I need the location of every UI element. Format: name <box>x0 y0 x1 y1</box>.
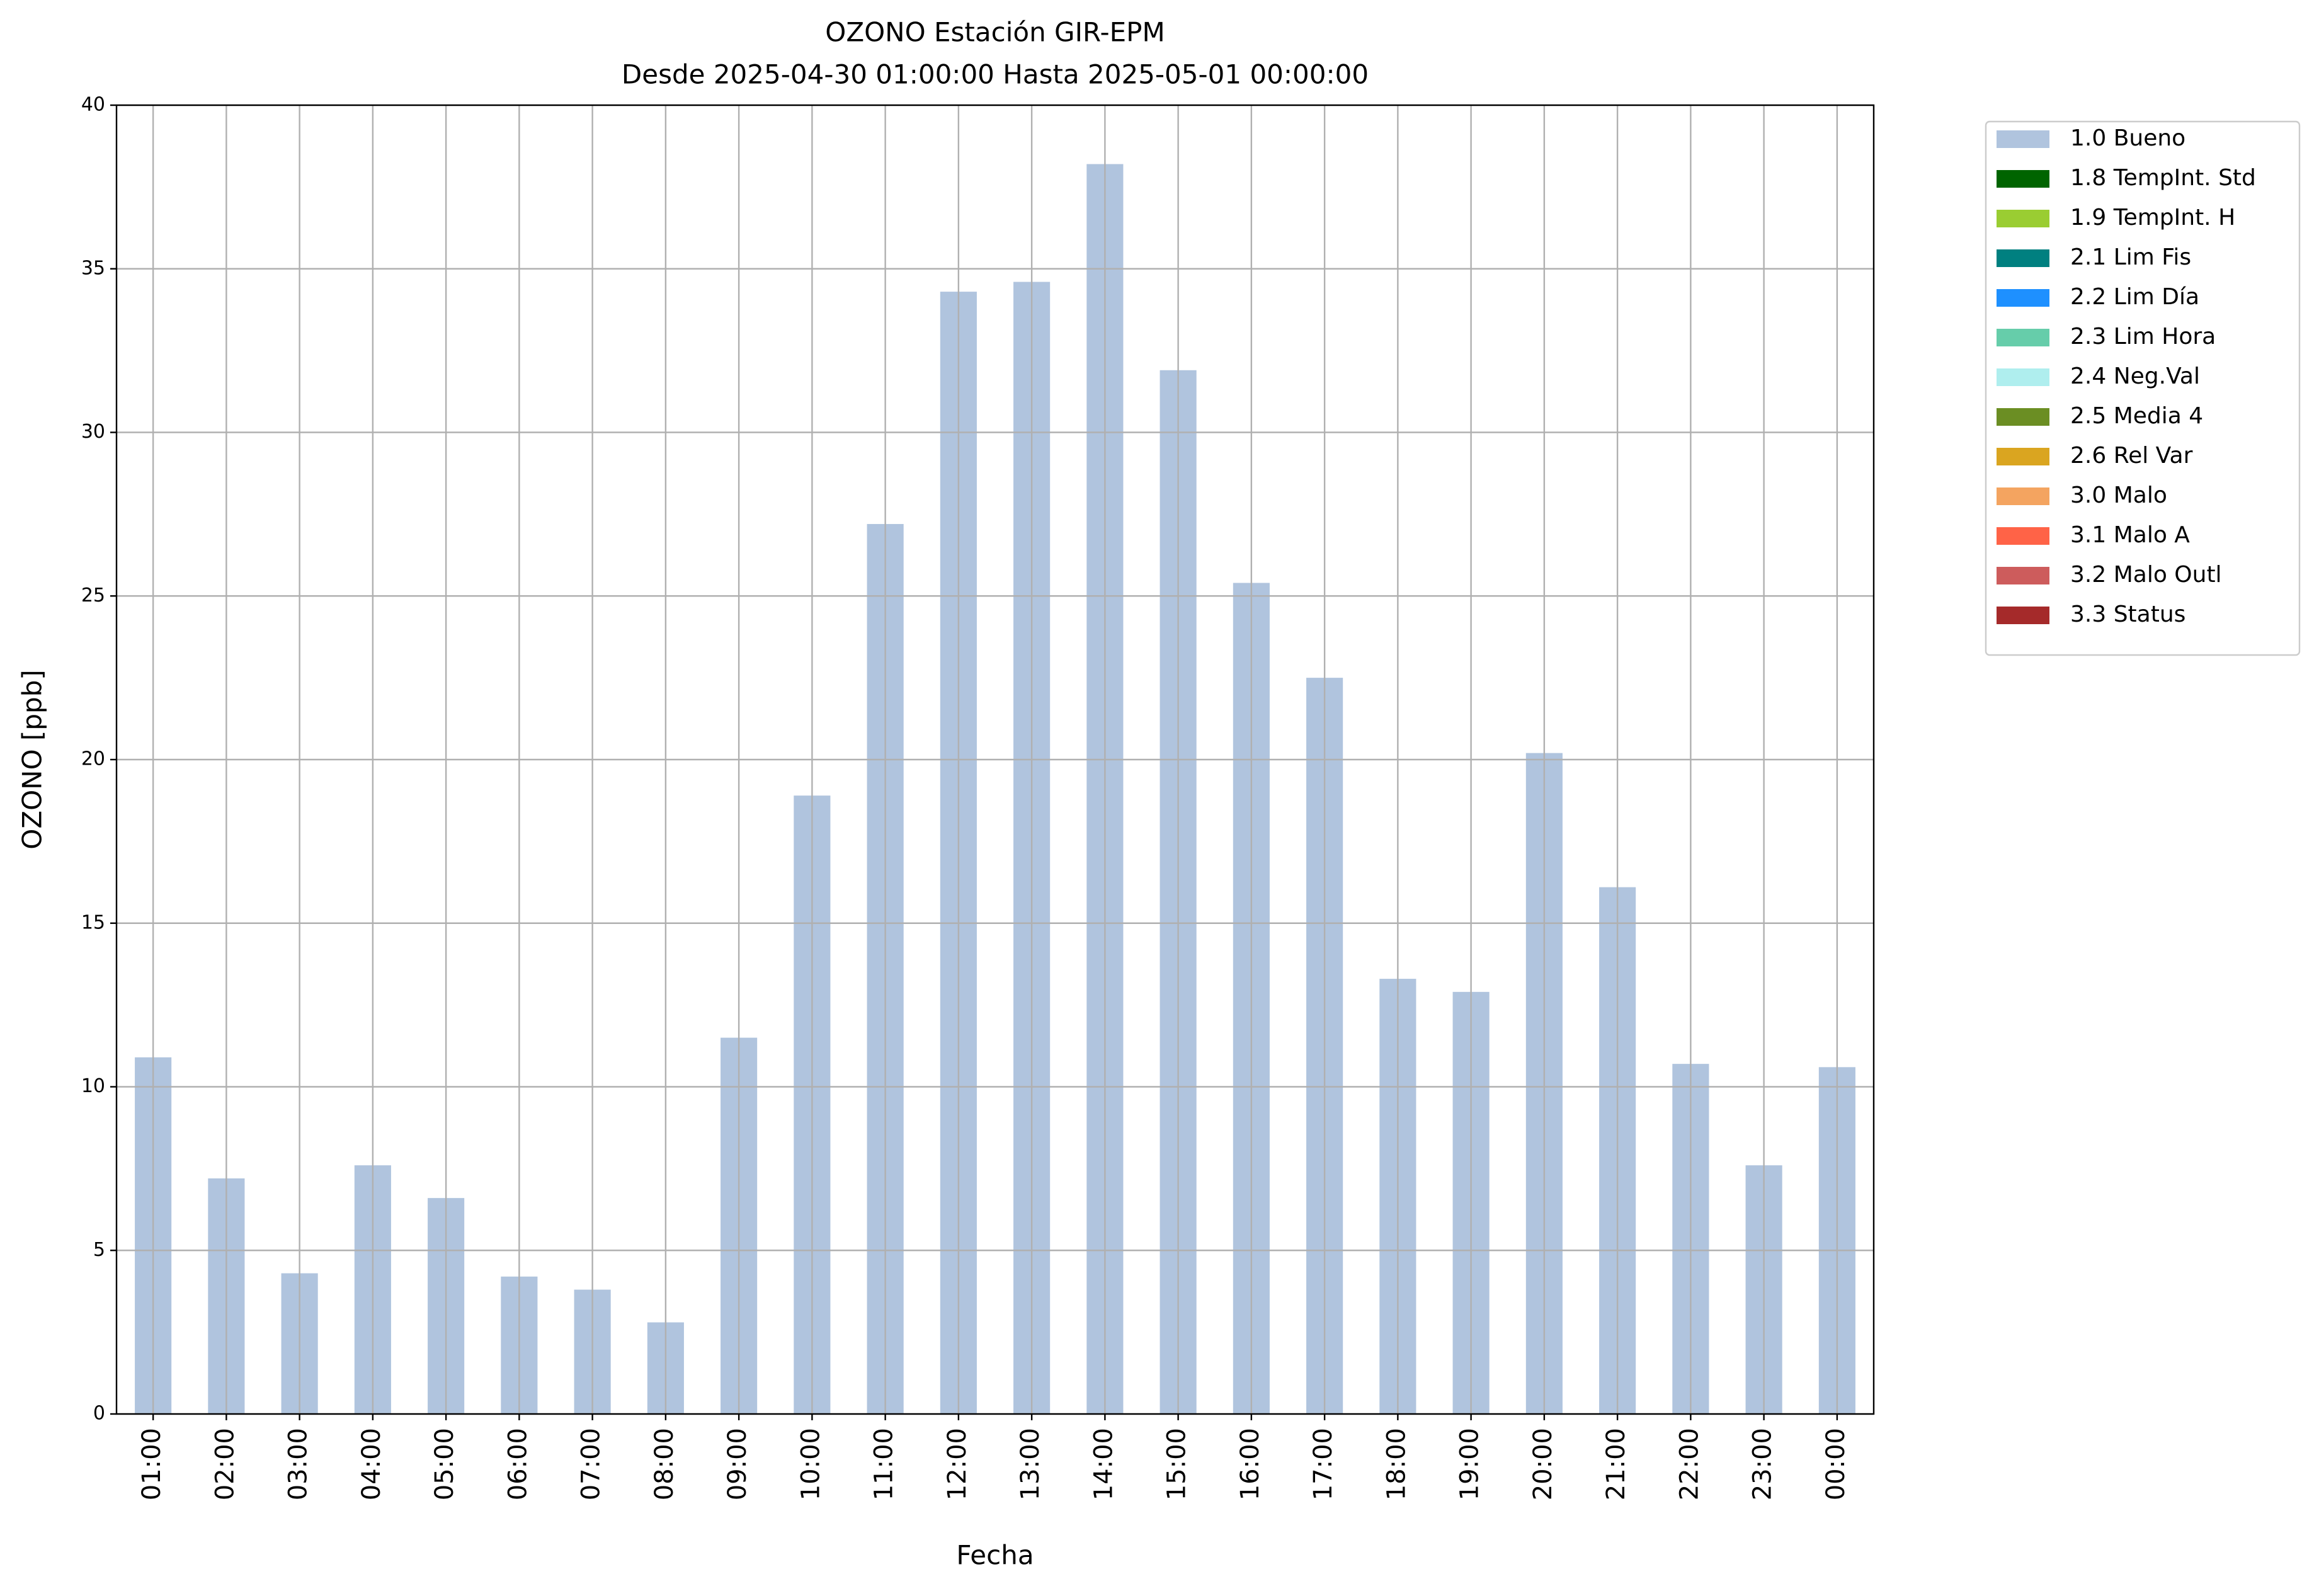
legend-swatch <box>1997 487 2049 505</box>
x-axis-label: Fecha <box>956 1540 1034 1571</box>
x-tick-label: 23:00 <box>1748 1428 1777 1500</box>
x-tick-label: 08:00 <box>650 1428 679 1500</box>
x-tick-label: 20:00 <box>1529 1428 1558 1500</box>
y-tick-label: 15 <box>81 911 105 933</box>
legend-label: 3.1 Malo A <box>2070 522 2190 548</box>
y-tick-label: 25 <box>81 584 105 607</box>
x-tick-label: 21:00 <box>1602 1428 1631 1500</box>
x-tick-label: 01:00 <box>137 1428 166 1500</box>
y-tick-label: 10 <box>81 1075 105 1097</box>
legend-label: 3.0 Malo <box>2070 482 2167 508</box>
x-tick-label: 16:00 <box>1236 1428 1265 1500</box>
legend-label: 2.5 Media 4 <box>2070 403 2203 429</box>
legend-label: 1.8 TempInt. Std <box>2070 165 2256 191</box>
x-tick-label: 18:00 <box>1382 1428 1411 1500</box>
y-tick-label: 30 <box>81 421 105 443</box>
y-tick-label: 40 <box>81 94 105 116</box>
x-tick-label: 00:00 <box>1821 1428 1850 1500</box>
x-tick-label: 11:00 <box>870 1428 899 1500</box>
legend-swatch <box>1997 210 2049 227</box>
legend-label: 2.2 Lim Día <box>2070 284 2199 310</box>
legend-label: 2.4 Neg.Val <box>2070 363 2200 389</box>
x-tick-label: 19:00 <box>1456 1428 1484 1500</box>
x-tick-label: 10:00 <box>796 1428 825 1500</box>
x-tick-label: 13:00 <box>1016 1428 1045 1500</box>
x-tick-label: 07:00 <box>577 1428 606 1500</box>
legend-swatch <box>1997 170 2049 188</box>
y-tick-label: 5 <box>93 1239 105 1261</box>
x-tick-label: 04:00 <box>357 1428 386 1500</box>
legend-swatch <box>1997 567 2049 584</box>
chart-title: OZONO Estación GIR-EPM <box>825 17 1165 48</box>
y-axis-label: OZONO [ppb] <box>17 670 48 849</box>
x-tick-label: 14:00 <box>1089 1428 1118 1500</box>
legend-box <box>1985 120 2301 656</box>
legend-label: 1.9 TempInt. H <box>2070 205 2235 231</box>
legend-swatch <box>1997 408 2049 426</box>
y-tick-label: 35 <box>81 257 105 279</box>
legend-label: 3.3 Status <box>2070 601 2185 627</box>
chart-subtitle: Desde 2025-04-30 01:00:00 Hasta 2025-05-… <box>622 59 1369 90</box>
x-tick-label: 02:00 <box>210 1428 239 1500</box>
x-tick-label: 06:00 <box>503 1428 532 1500</box>
legend-label: 2.6 Rel Var <box>2070 443 2193 469</box>
legend-label: 2.1 Lim Fis <box>2070 244 2191 270</box>
x-tick-label: 17:00 <box>1309 1428 1338 1500</box>
legend-swatch <box>1997 368 2049 386</box>
legend-swatch <box>1997 527 2049 545</box>
legend-label: 3.2 Malo Outl <box>2070 562 2222 588</box>
y-tick-label: 20 <box>81 748 105 770</box>
x-tick-label: 03:00 <box>284 1428 313 1500</box>
legend-swatch <box>1997 448 2049 465</box>
legend-label: 2.3 Lim Hora <box>2070 324 2216 350</box>
legend-swatch <box>1997 130 2049 148</box>
legend-swatch <box>1997 329 2049 346</box>
x-tick-label: 22:00 <box>1675 1428 1704 1500</box>
x-tick-label: 05:00 <box>430 1428 459 1500</box>
legend-swatch <box>1997 289 2049 307</box>
x-tick-label: 12:00 <box>943 1428 972 1500</box>
x-tick-label: 09:00 <box>723 1428 752 1500</box>
x-tick-label: 15:00 <box>1163 1428 1192 1500</box>
legend-label: 1.0 Bueno <box>2070 125 2185 151</box>
y-tick-label: 0 <box>93 1403 105 1425</box>
legend-swatch <box>1997 249 2049 267</box>
legend-swatch <box>1997 607 2049 624</box>
